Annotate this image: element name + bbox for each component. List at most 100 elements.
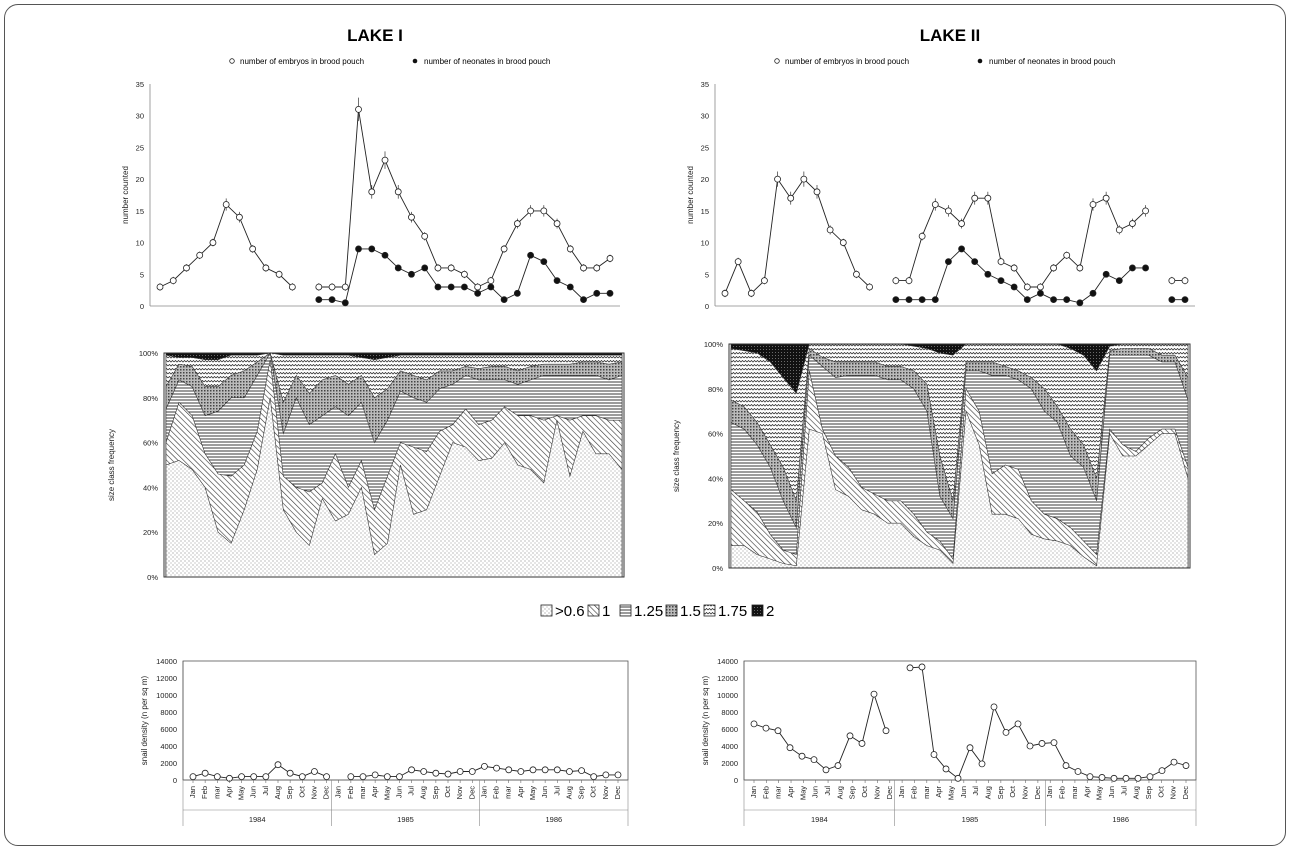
lake1-brood-point-1-33 (593, 289, 601, 297)
lake2-snail-month-24: Jan (1045, 786, 1054, 798)
lake2-snail-month-25: Feb (1058, 786, 1067, 799)
lake2-brood-ytick-5: 25 (701, 143, 709, 152)
lake1-size-ytick-2: 40% (143, 483, 158, 492)
legend-swatch-diagonal (587, 604, 600, 617)
lake1-brood-point-0-33 (593, 264, 601, 272)
lake1-brood-point-1-30 (553, 277, 561, 285)
legend-swatch-horizontal (619, 604, 632, 617)
lake2-snail-point-0-14 (918, 663, 926, 671)
lake1-brood-point-1-21 (434, 283, 442, 291)
lake2-brood-point-0-35 (1181, 277, 1189, 285)
legend-neonates: number of neonates in brood pouch (989, 57, 1115, 66)
lake2-brood-point-1-35 (1181, 296, 1189, 304)
lake2-snail-point-0-30 (1110, 774, 1118, 782)
lake2-size-ytick-0: 0% (712, 564, 723, 573)
lake1-brood-point-0-30 (553, 220, 561, 227)
lake1-brood-point-1-16 (368, 245, 376, 253)
legend-size-15: 1.5 (680, 603, 701, 620)
lake1-brood-ytick-4: 20 (136, 175, 144, 184)
lake2-brood-point-1-32 (1142, 264, 1149, 272)
lake1-snail-point-0-2 (213, 773, 221, 780)
lake1-brood-point-0-31 (566, 245, 574, 253)
lake2-snail-month-30: Jul (1119, 786, 1128, 796)
lake2-brood-ytick-7: 35 (701, 80, 709, 89)
lake1-snail-month-14: mar (358, 786, 367, 799)
lake2-snail-month-17: Jun (959, 786, 968, 798)
lake1-snail-year-2: 1986 (545, 815, 562, 824)
lake2-snail-point-0-18 (966, 744, 974, 752)
lake1-snail-month-20: Sep (431, 786, 440, 799)
lake2-brood-point-0-9 (839, 239, 847, 246)
lake1-brood-point-0-34 (606, 255, 614, 262)
lake2-snail-point-0-16 (942, 765, 950, 773)
lake2-snail-month-7: Aug (835, 786, 844, 799)
lake1-snail-month-12: Jan (334, 786, 343, 798)
lake2-size-ylabel: size class frequency (672, 420, 681, 492)
lake2-snail-ytick-6: 12000 (717, 674, 738, 683)
lake2-snail-year-2: 1986 (1112, 815, 1129, 824)
lake1-snail-point-0-32 (578, 767, 585, 775)
lake2-brood-point-0-16 (931, 201, 939, 208)
lake2-brood-point-1-17 (945, 258, 952, 266)
lake1-snail-year-1: 1985 (397, 815, 414, 824)
lake2-brood-point-1-18 (958, 245, 965, 253)
lake1-brood-point-0-5 (222, 201, 230, 208)
lake1-brood-point-1-28 (527, 251, 534, 259)
lake1-brood-point-1-29 (540, 258, 548, 266)
lake2-brood-point-0-11 (866, 283, 873, 291)
lake2-brood-point-0-14 (905, 277, 913, 285)
lake2-brood-point-1-24 (1037, 289, 1044, 297)
lake2-snail-month-27: Apr (1082, 785, 1091, 797)
lake2-snail-month-19: Aug (984, 786, 993, 799)
lake1-snail-month-3: Apr (224, 785, 233, 797)
lake2-brood-point-0-25 (1050, 264, 1057, 272)
lake1-snail-month-6: Jul (261, 786, 270, 796)
lake1-brood-point-0-10 (288, 283, 296, 291)
lake1-snail-ytick-4: 8000 (160, 708, 177, 717)
lake2-brood-point-1-26 (1063, 296, 1071, 304)
lake1-snail-month-35: Dec (613, 786, 622, 800)
lake1-snail-month-22: Nov (455, 786, 464, 800)
lake2-brood-point-0-19 (971, 194, 979, 202)
lake1-brood-point-1-34 (606, 289, 614, 297)
lake1-snail-point-0-17 (396, 773, 403, 780)
lake1-brood-point-0-15 (355, 105, 362, 113)
lake1-brood-ytick-1: 5 (140, 270, 144, 279)
lake2-snail-ytick-0: 0 (734, 776, 738, 785)
lake2-snail-month-23: Dec (1033, 786, 1042, 800)
lake1-snail-month-15: Apr (370, 785, 379, 797)
lake2-brood-point-0-24 (1037, 283, 1044, 291)
lake1-snail-point-0-9 (298, 773, 306, 780)
lake1-snail-month-30: Jul (552, 786, 561, 796)
legend-size-2: 2 (766, 603, 774, 620)
lake1-snail-month-9: Oct (297, 785, 306, 798)
lake1-snail-point-0-34 (602, 771, 610, 779)
lake2-snail-month-8: Sep (848, 786, 857, 799)
lake1-brood-point-0-25 (487, 277, 495, 285)
lake1-brood-point-1-25 (487, 283, 495, 291)
lake1-snail-point-0-31 (566, 768, 573, 775)
lake2-snail-month-15: Apr (934, 785, 943, 797)
lake1-snail-point-0-18 (408, 766, 415, 774)
lake1-snail-month-18: Jul (407, 786, 416, 796)
lake2-snail-month-9: Oct (860, 785, 869, 798)
lake2-brood-point-0-31 (1129, 220, 1136, 227)
lake2-title: LAKE II (920, 26, 980, 45)
lake1-snail-month-1: Feb (200, 786, 209, 799)
lake1-snail-point-0-10 (311, 768, 318, 775)
lake1-snail-month-34: Nov (601, 786, 610, 800)
lake1-snail-ytick-6: 12000 (156, 674, 177, 683)
lake1-snail-point-0-15 (371, 771, 379, 779)
lake1-brood-point-0-7 (249, 245, 257, 253)
lake1-brood-point-0-17 (381, 156, 389, 164)
lake1-snail-point-0-33 (590, 773, 598, 780)
lake1-snail-ylabel: snail density (n per sq m) (140, 675, 149, 765)
lake1-brood-point-1-18 (394, 264, 402, 272)
lake2-snail-point-0-20 (990, 703, 998, 711)
lake2-snail-month-21: Oct (1008, 785, 1017, 798)
lake2-snail-month-2: mar (774, 786, 783, 799)
lake2-snail-point-0-2 (774, 727, 782, 735)
lake2-snail-point-0-19 (978, 760, 986, 768)
lake2-brood-point-0-29 (1102, 194, 1110, 202)
